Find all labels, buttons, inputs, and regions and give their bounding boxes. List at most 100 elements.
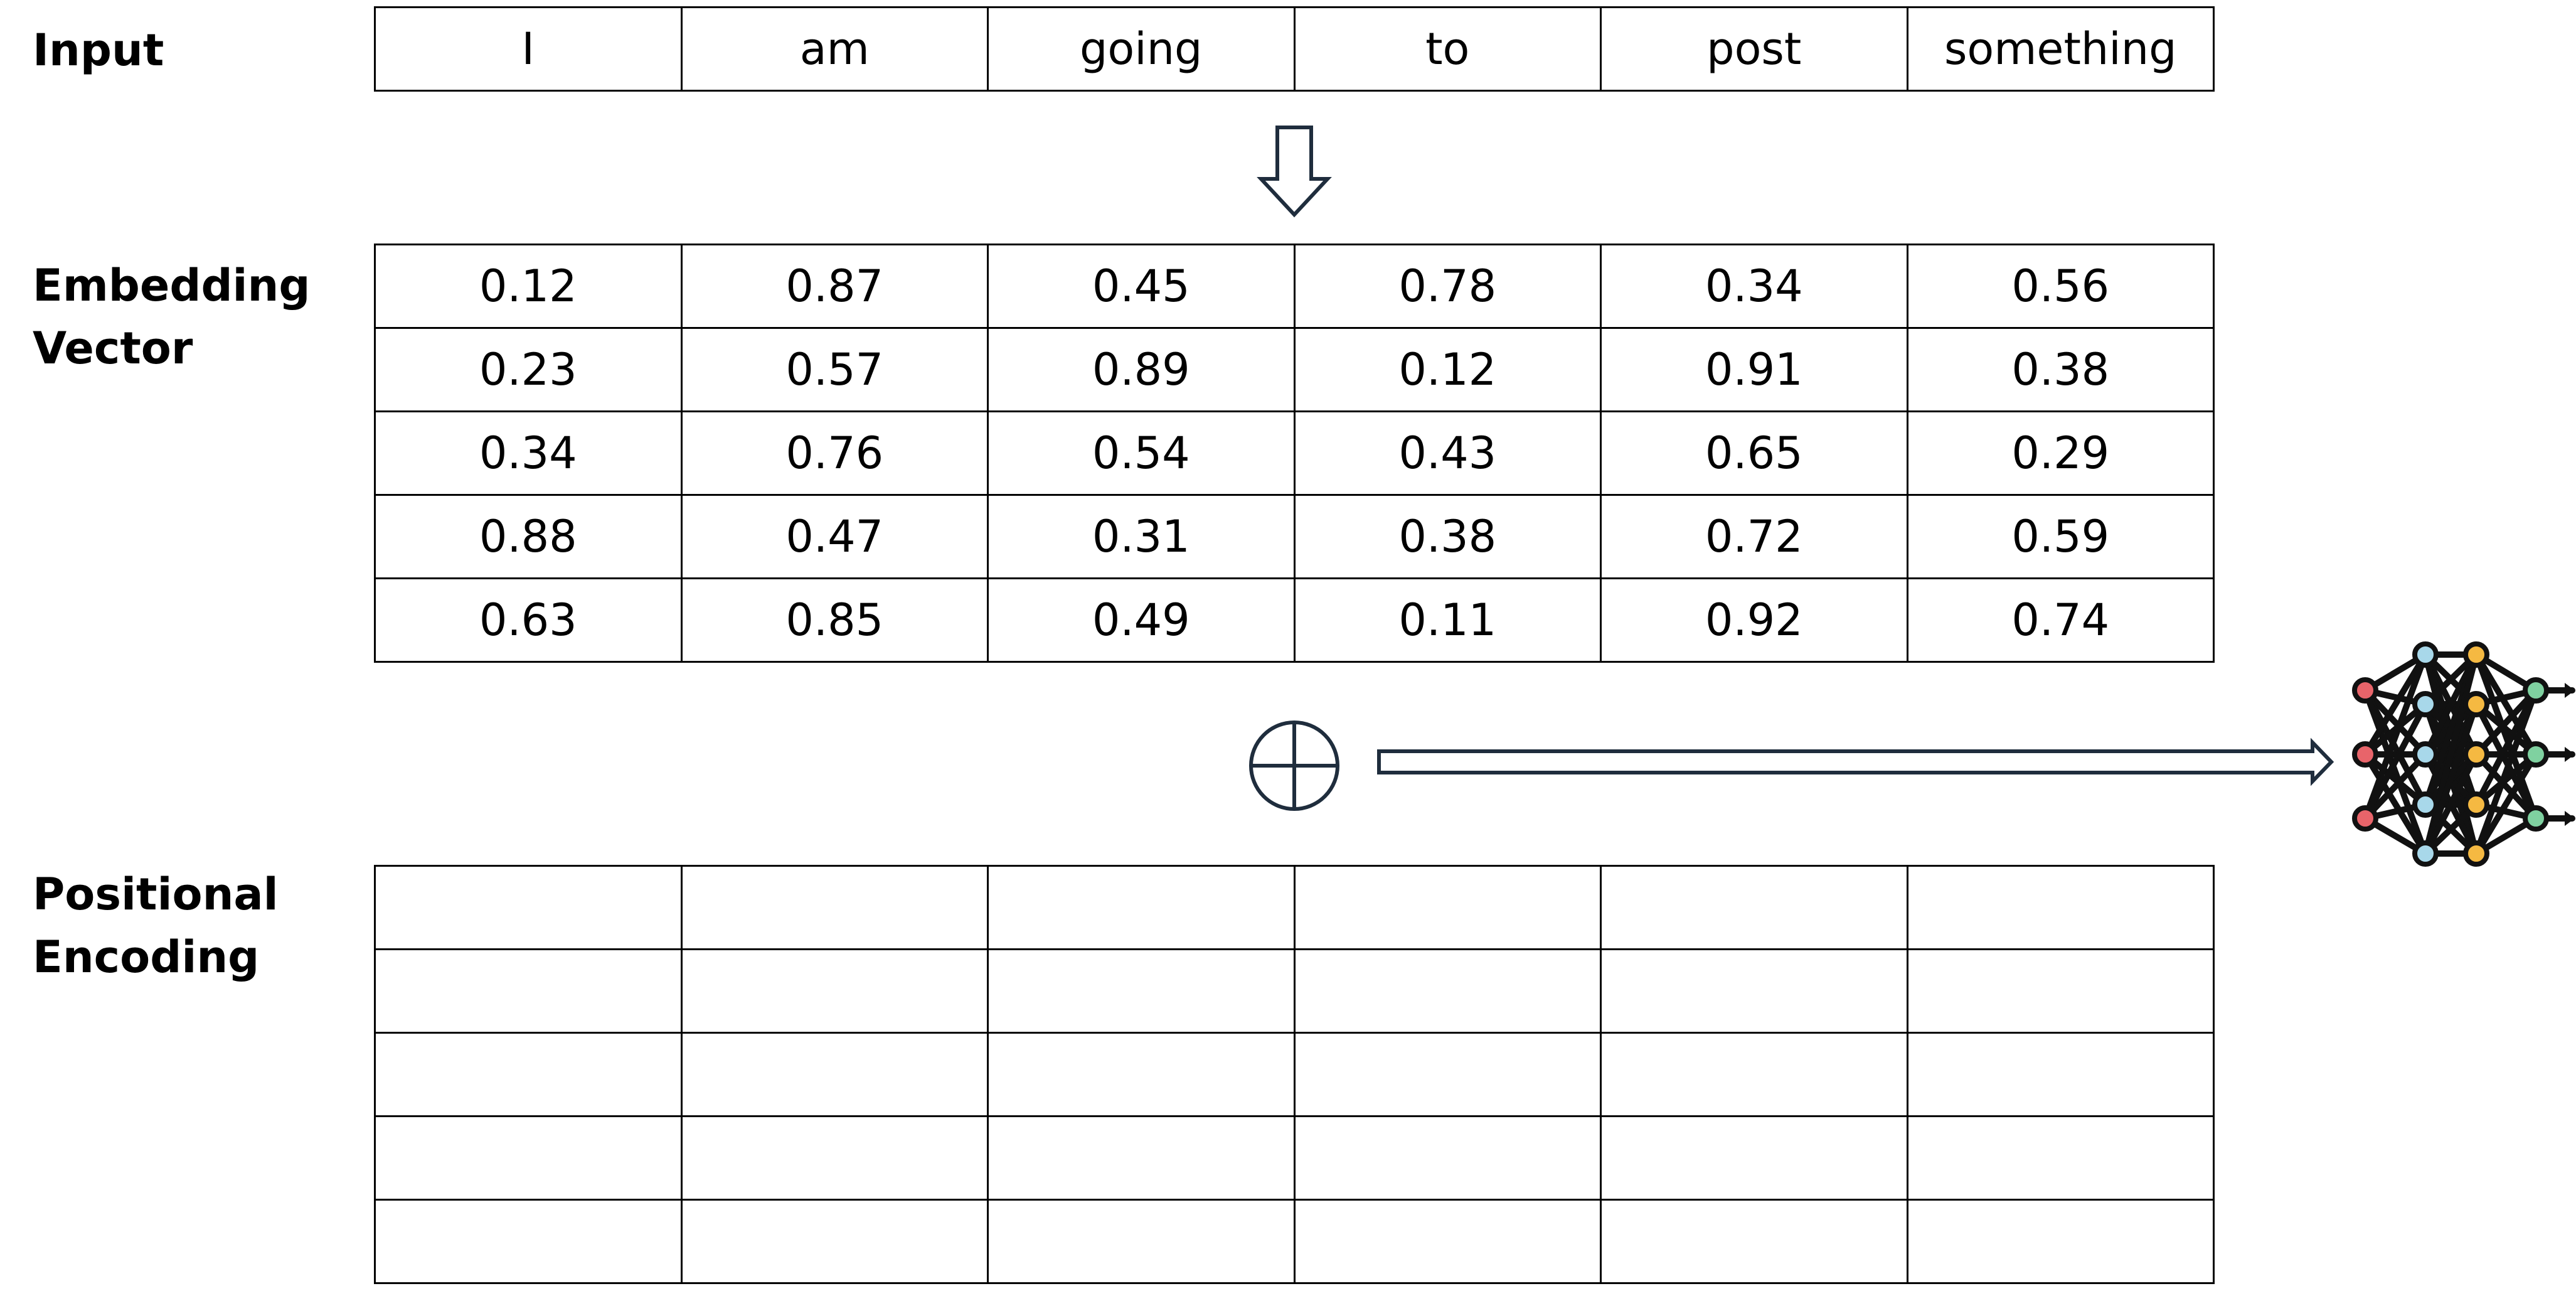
positional-cell: [987, 865, 1296, 950]
embedding-cell: 0.38: [1906, 327, 2215, 412]
input-label: Input: [33, 19, 164, 82]
embedding-cell: 0.57: [680, 327, 989, 412]
embedding-cell: 0.45: [987, 244, 1296, 329]
input-token-table: I am going to post something: [374, 6, 2215, 92]
network-edge: [2473, 687, 2539, 857]
network-node: [2523, 741, 2549, 768]
embedding-cell: 0.56: [1906, 244, 2215, 329]
network-node: [2523, 805, 2549, 832]
positional-cell: [1906, 865, 2215, 950]
embedding-vector-table: 0.12 0.87 0.45 0.78 0.34 0.56 0.23 0.57 …: [374, 244, 2215, 663]
positional-cell: [987, 948, 1296, 1034]
embedding-cell: 0.76: [680, 410, 989, 496]
embedding-cell: 0.92: [1600, 577, 1908, 663]
embedding-cell: 0.89: [987, 327, 1296, 412]
embedding-cell: 0.34: [374, 410, 683, 496]
network-edge: [2362, 687, 2429, 857]
positional-encoding-label: Positional Encoding: [33, 863, 279, 988]
positional-cell: [987, 1115, 1296, 1201]
network-output-arrowhead: [2565, 683, 2575, 698]
input-label-text: Input: [33, 24, 164, 76]
embedding-row: 0.63 0.85 0.49 0.11 0.92 0.74: [374, 577, 2215, 663]
positional-cell: [1600, 1199, 1908, 1284]
embedding-row: 0.23 0.57 0.89 0.12 0.91 0.38: [374, 327, 2215, 412]
token-row: I am going to post something: [374, 6, 2215, 92]
network-edge: [2473, 751, 2539, 857]
positional-cell: [1600, 1032, 1908, 1117]
network-node: [2463, 840, 2489, 867]
positional-row: [374, 1199, 2215, 1284]
embedding-cell: 0.74: [1906, 577, 2215, 663]
embedding-cell: 0.12: [374, 244, 683, 329]
token-cell: am: [680, 6, 989, 92]
embedding-cell: 0.78: [1293, 244, 1602, 329]
network-edge: [2362, 687, 2429, 758]
embedding-cell: 0.49: [987, 577, 1296, 663]
network-node: [2352, 741, 2378, 768]
positional-cell: [680, 948, 989, 1034]
positional-cell: [1293, 1115, 1602, 1201]
network-edge: [2362, 701, 2429, 822]
embedding-cell: 0.43: [1293, 410, 1602, 496]
embedding-cell: 0.87: [680, 244, 989, 329]
network-node: [2352, 677, 2378, 704]
embedding-cell: 0.59: [1906, 494, 2215, 579]
embedding-cell: 0.47: [680, 494, 989, 579]
positional-row: [374, 1032, 2215, 1117]
network-edge: [2362, 751, 2429, 857]
network-edge: [2473, 751, 2539, 822]
down-arrow-icon: [1257, 126, 1332, 218]
positional-cell: [987, 1199, 1296, 1284]
embedding-cell: 0.85: [680, 577, 989, 663]
network-node: [2463, 791, 2489, 818]
embedding-cell: 0.12: [1293, 327, 1602, 412]
network-node: [2412, 641, 2439, 668]
positional-row: [374, 948, 2215, 1034]
token-cell: something: [1906, 6, 2215, 92]
positional-cell: [374, 1115, 683, 1201]
positional-cell: [374, 948, 683, 1034]
right-arrow-icon: [1377, 737, 2334, 786]
positional-cell: [1293, 1199, 1602, 1284]
positional-cell: [1600, 948, 1908, 1034]
network-node: [2412, 741, 2439, 768]
positional-cell: [1600, 865, 1908, 950]
network-node: [2463, 741, 2489, 768]
embedding-cell: 0.65: [1600, 410, 1908, 496]
embedding-row: 0.12 0.87 0.45 0.78 0.34 0.56: [374, 244, 2215, 329]
positional-label-line-2: Encoding: [33, 931, 260, 983]
positional-cell: [1906, 948, 2215, 1034]
network-edge: [2422, 701, 2479, 857]
network-edge: [2362, 751, 2429, 822]
positional-cell: [1906, 1199, 2215, 1284]
embedding-cell: 0.38: [1293, 494, 1602, 579]
embedding-cell: 0.23: [374, 327, 683, 412]
token-cell: going: [987, 6, 1296, 92]
network-edge: [2473, 687, 2539, 758]
embedding-row: 0.34 0.76 0.54 0.43 0.65 0.29: [374, 410, 2215, 496]
circle-plus-icon: [1249, 720, 1339, 811]
embedding-vector-label: Embedding Vector: [33, 254, 311, 380]
embedding-cell: 0.63: [374, 577, 683, 663]
network-edge: [2422, 751, 2479, 857]
positional-cell: [1600, 1115, 1908, 1201]
network-output-arrowhead: [2565, 747, 2575, 762]
embedding-cell: 0.34: [1600, 244, 1908, 329]
network-edge: [2473, 651, 2539, 758]
positional-cell: [680, 1199, 989, 1284]
network-edge: [2473, 651, 2539, 822]
positional-label-line-1: Positional: [33, 869, 279, 920]
network-node: [2463, 691, 2489, 717]
network-edge: [2362, 651, 2429, 758]
embedding-label-line-1: Embedding: [33, 260, 311, 311]
embedding-label-line-2: Vector: [33, 323, 193, 374]
neural-network-icon: [2352, 641, 2575, 867]
positional-cell: [1293, 865, 1602, 950]
network-node: [2412, 791, 2439, 818]
network-edge: [2362, 651, 2429, 822]
network-node: [2352, 805, 2378, 832]
positional-cell: [680, 1032, 989, 1117]
positional-cell: [374, 1032, 683, 1117]
positional-row: [374, 1115, 2215, 1201]
